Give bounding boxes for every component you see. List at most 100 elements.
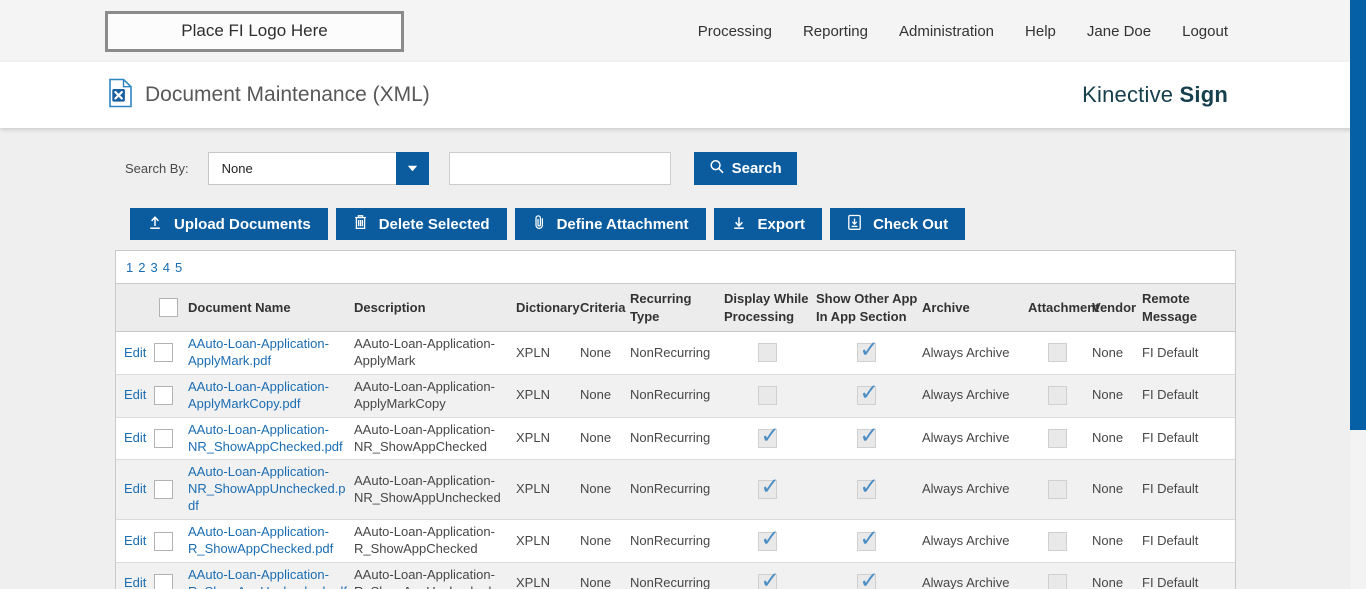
brand-regular: Kinective bbox=[1082, 82, 1174, 107]
select-all-checkbox[interactable] bbox=[159, 298, 178, 318]
top-bar: Place FI Logo Here Processing Reporting Ad… bbox=[0, 0, 1366, 62]
search-by-dropdown[interactable]: None bbox=[207, 152, 429, 185]
edit-link[interactable]: Edit bbox=[124, 532, 147, 548]
archive-cell: Always Archive bbox=[922, 331, 1028, 375]
chevron-down-icon[interactable] bbox=[395, 152, 429, 185]
table-row: Edit AAuto-Loan-Application-ApplyMarkCopy… bbox=[116, 374, 1235, 418]
document-name-link[interactable]: AAuto-Loan-Application-R_ShowAppChecked.… bbox=[188, 524, 334, 556]
display-while-processing-checkbox bbox=[757, 421, 780, 451]
column-header-remote-message: Remote Message bbox=[1142, 282, 1235, 333]
nav-item-reporting[interactable]: Reporting bbox=[802, 22, 868, 40]
nav-item-logout[interactable]: Logout bbox=[1182, 22, 1228, 40]
recurring-type-cell: NonRecurring bbox=[630, 459, 724, 521]
vendor-cell: None bbox=[1092, 519, 1142, 563]
criteria-cell: None bbox=[580, 417, 630, 461]
show-other-app-checkbox bbox=[856, 378, 879, 408]
archive-cell: Always Archive bbox=[922, 562, 1028, 589]
dictionary-cell: XPLN bbox=[516, 417, 580, 461]
document-name-link[interactable]: AAuto-Loan-Application-NR_ShowAppChecked… bbox=[188, 421, 343, 454]
top-nav: Processing Reporting Administration Help Jan… bbox=[698, 23, 1228, 40]
nav-item-jane-doe[interactable]: Jane Doe bbox=[1086, 22, 1152, 40]
nav-item-administration[interactable]: Administration bbox=[898, 22, 995, 40]
page-link-1[interactable]: 1 bbox=[126, 260, 134, 275]
page-title: Document Maintenance (XML) bbox=[145, 83, 430, 106]
nav-item-help[interactable]: Help bbox=[1025, 22, 1056, 40]
recurring-type-cell: NonRecurring bbox=[630, 519, 724, 563]
search-by-label: Search By: bbox=[125, 161, 189, 176]
row-checkbox[interactable] bbox=[154, 343, 173, 363]
remote-message-cell: FI Default bbox=[1142, 459, 1235, 521]
check-out-button[interactable]: Check Out bbox=[830, 208, 966, 240]
export-button[interactable]: Export bbox=[713, 208, 823, 240]
edit-link[interactable]: Edit bbox=[124, 387, 147, 403]
row-checkbox[interactable] bbox=[154, 429, 173, 449]
search-input[interactable] bbox=[448, 152, 671, 185]
description-cell: AAuto-Loan-Application-NR_ShowAppChecked bbox=[354, 417, 516, 461]
display-while-processing-checkbox bbox=[757, 343, 777, 363]
display-while-processing-checkbox bbox=[757, 472, 780, 502]
search-row: Search By: None Search bbox=[125, 152, 1366, 185]
table-row: Edit AAuto-Loan-Application-R_ShowAppChec… bbox=[116, 519, 1235, 563]
xml-document-icon bbox=[108, 78, 133, 113]
page-link-5[interactable]: 5 bbox=[174, 260, 183, 275]
row-checkbox[interactable] bbox=[154, 480, 173, 500]
documents-table: Document Name Description Dictionary Criter… bbox=[116, 282, 1235, 589]
check-out-label: Check Out bbox=[873, 215, 949, 233]
column-header-select bbox=[154, 282, 188, 333]
criteria-cell: None bbox=[580, 459, 630, 521]
search-button[interactable]: Search bbox=[693, 152, 797, 185]
attachment-checkbox bbox=[1047, 386, 1067, 406]
page-link-3[interactable]: 3 bbox=[150, 260, 158, 275]
remote-message-cell: FI Default bbox=[1142, 562, 1235, 589]
description-cell: AAuto-Loan-Application-R_ShowAppChecked bbox=[354, 519, 516, 563]
row-checkbox[interactable] bbox=[154, 574, 173, 589]
document-name-link[interactable]: AAuto-Loan-Application-ApplyMarkCopy.pdf bbox=[188, 378, 329, 411]
dictionary-cell: XPLN bbox=[516, 331, 580, 375]
attachment-checkbox bbox=[1047, 531, 1067, 551]
edit-link[interactable]: Edit bbox=[124, 430, 147, 446]
archive-cell: Always Archive bbox=[922, 417, 1028, 461]
criteria-cell: None bbox=[580, 519, 630, 563]
recurring-type-cell: NonRecurring bbox=[630, 417, 724, 461]
upload-documents-label: Upload Documents bbox=[174, 215, 311, 233]
attachment-checkbox bbox=[1047, 429, 1067, 449]
define-attachment-button[interactable]: Define Attachment bbox=[514, 208, 706, 240]
nav-item-processing[interactable]: Processing bbox=[697, 22, 772, 40]
column-header-description: Description bbox=[354, 282, 516, 333]
download-icon bbox=[731, 214, 747, 234]
document-name-link[interactable]: AAuto-Loan-Application-ApplyMark.pdf bbox=[188, 336, 329, 368]
attachment-checkbox bbox=[1047, 343, 1067, 363]
upload-documents-button[interactable]: Upload Documents bbox=[130, 208, 328, 240]
criteria-cell: None bbox=[580, 374, 630, 418]
scrollbar-thumb[interactable] bbox=[1350, 0, 1366, 430]
row-checkbox[interactable] bbox=[154, 386, 173, 406]
table-row: Edit AAuto-Loan-Application-R_ShowAppUnch… bbox=[116, 562, 1235, 589]
dictionary-cell: XPLN bbox=[516, 519, 580, 563]
document-name-link[interactable]: AAuto-Loan-Application-NR_ShowAppUncheck… bbox=[188, 464, 346, 514]
vendor-cell: None bbox=[1092, 417, 1142, 461]
page-link-2[interactable]: 2 bbox=[138, 260, 146, 275]
fi-logo-text: Place FI Logo Here bbox=[181, 21, 328, 40]
table-row: Edit AAuto-Loan-Application-NR_ShowAppUnc… bbox=[116, 459, 1235, 521]
row-checkbox[interactable] bbox=[154, 531, 173, 551]
display-while-processing-checkbox bbox=[757, 566, 780, 589]
edit-link[interactable]: Edit bbox=[124, 575, 147, 589]
edit-link[interactable]: Edit bbox=[124, 344, 147, 360]
vertical-scrollbar[interactable] bbox=[1350, 0, 1366, 589]
remote-message-cell: FI Default bbox=[1142, 331, 1235, 375]
page-link-4[interactable]: 4 bbox=[162, 260, 170, 275]
column-header-show-other-app-in-app-section: Show Other App In App Section bbox=[816, 282, 922, 333]
upload-icon bbox=[147, 214, 163, 234]
column-header-criteria: Criteria bbox=[580, 282, 630, 333]
recurring-type-cell: NonRecurring bbox=[630, 562, 724, 589]
column-header-attachment: Attachment bbox=[1028, 282, 1100, 333]
edit-link[interactable]: Edit bbox=[124, 481, 147, 497]
vendor-cell: None bbox=[1092, 562, 1142, 589]
column-header-document-name: Document Name bbox=[188, 282, 354, 333]
dictionary-cell: XPLN bbox=[516, 459, 580, 521]
delete-selected-button[interactable]: Delete Selected bbox=[335, 208, 507, 240]
document-name-link[interactable]: AAuto-Loan-Application-R_ShowAppUnchecke… bbox=[188, 566, 347, 589]
display-while-processing-checkbox bbox=[757, 386, 777, 406]
